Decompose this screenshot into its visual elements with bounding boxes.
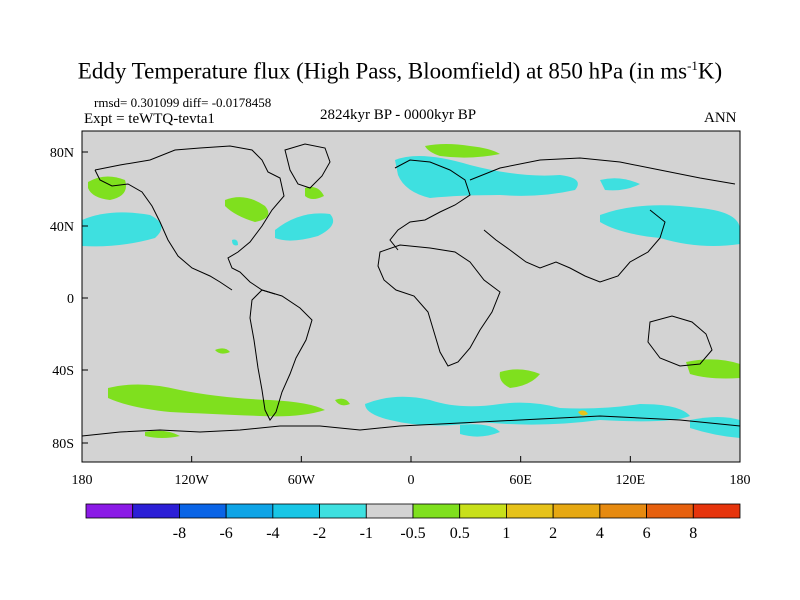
coast-antarctica bbox=[81, 415, 741, 437]
colorbar-label: -1 bbox=[360, 525, 373, 542]
colorbar-swatch bbox=[692, 503, 741, 519]
x-tick-label: 120E bbox=[616, 473, 646, 488]
y-tick-label: 80N bbox=[50, 146, 74, 161]
anomaly-north-atlantic bbox=[275, 213, 334, 241]
anomaly-antarctic-pacific bbox=[145, 430, 180, 438]
colorbar-label: -8 bbox=[173, 525, 186, 542]
title-superscript: -1 bbox=[687, 58, 698, 73]
anomaly-greenland-east bbox=[305, 187, 324, 199]
map-title: Eddy Temperature flux (High Pass, Bloomf… bbox=[0, 58, 800, 85]
y-tick-label: 40S bbox=[52, 364, 74, 379]
period-label: 2824kyr BP - 0000kyr BP bbox=[320, 107, 477, 123]
anomaly-siberia bbox=[600, 178, 640, 191]
x-tick-label: 180 bbox=[730, 473, 751, 488]
colorbar-label: 2 bbox=[549, 525, 557, 542]
colorbar-label: 1 bbox=[502, 525, 510, 542]
colorbar-label: -4 bbox=[266, 525, 279, 542]
coast-north-america-west bbox=[94, 169, 233, 291]
anomaly-southern-ocean bbox=[365, 396, 690, 426]
colorbar-label: 8 bbox=[689, 525, 697, 542]
colorbar-swatch bbox=[179, 503, 227, 519]
anomaly-alaska bbox=[88, 176, 126, 200]
colorbar-swatch bbox=[506, 503, 554, 519]
x-axis-ticks: 180 120W 60W 0 60E 120E 180 bbox=[72, 456, 751, 488]
colorbar-swatch bbox=[552, 503, 601, 519]
colorbar-swatch bbox=[365, 503, 414, 519]
anomaly-south-atlantic bbox=[499, 369, 540, 388]
anomaly-fills bbox=[82, 144, 740, 438]
coast-africa bbox=[377, 244, 501, 367]
x-tick-label: 0 bbox=[408, 473, 415, 488]
anomaly-pacific-spot bbox=[215, 348, 230, 354]
colorbar-swatch bbox=[646, 503, 694, 519]
anomaly-south-pacific bbox=[108, 384, 325, 417]
stats-label: rmsd= 0.301099 diff= -0.0178458 bbox=[94, 95, 272, 110]
y-tick-label: 40N bbox=[50, 220, 74, 235]
coast-greenland bbox=[284, 143, 331, 189]
anomaly-east-canada bbox=[225, 197, 269, 222]
x-tick-label: 60E bbox=[509, 473, 532, 488]
colorbar-label: -0.5 bbox=[400, 525, 425, 542]
coast-asia bbox=[469, 157, 736, 283]
colorbar-label: 4 bbox=[596, 525, 604, 542]
season-label: ANN bbox=[704, 110, 737, 126]
colorbar-label: 6 bbox=[643, 525, 651, 542]
coast-south-america bbox=[249, 289, 313, 421]
colorbar-swatch bbox=[272, 503, 320, 519]
colorbar-swatch bbox=[412, 503, 461, 519]
coast-europe bbox=[389, 159, 471, 251]
colorbar-label: 0.5 bbox=[450, 525, 470, 542]
anomaly-north-pacific-west bbox=[600, 205, 740, 246]
y-tick-label: 0 bbox=[67, 292, 74, 307]
coast-north-america bbox=[94, 145, 285, 295]
anomaly-gulf-spot bbox=[232, 239, 238, 246]
anomaly-antarctic-coast bbox=[460, 424, 500, 437]
experiment-label: Expt = teWTQ-tevta1 bbox=[84, 111, 215, 127]
anomaly-atlantic-spot bbox=[335, 398, 350, 406]
colorbar-swatch bbox=[225, 503, 274, 519]
colorbar-swatch bbox=[459, 503, 507, 519]
coastlines bbox=[81, 143, 741, 437]
colorbar-swatch bbox=[85, 503, 134, 519]
x-tick-label: 180 bbox=[72, 473, 93, 488]
title-main: Eddy Temperature flux (High Pass, Bloomf… bbox=[77, 58, 688, 84]
x-tick-label: 120W bbox=[175, 473, 210, 488]
colorbar-swatch bbox=[319, 503, 367, 519]
coast-australia bbox=[647, 315, 713, 367]
title-unit-end: K) bbox=[697, 58, 723, 84]
colorbar: -8 -6 -4 -2 -1 -0.5 0.5 1 2 4 6 8 bbox=[85, 503, 741, 542]
x-tick-label: 60W bbox=[288, 473, 316, 488]
anomaly-indian-spot bbox=[578, 410, 588, 416]
anomaly-arctic bbox=[425, 144, 500, 158]
colorbar-label: -6 bbox=[219, 525, 232, 542]
y-axis-ticks: 80N 40N 0 40S 80S bbox=[50, 146, 88, 452]
anomaly-north-pacific-east bbox=[82, 212, 162, 247]
colorbar-swatch bbox=[599, 503, 647, 519]
y-tick-label: 80S bbox=[52, 437, 74, 452]
colorbar-swatch bbox=[132, 503, 180, 519]
colorbar-label: -2 bbox=[313, 525, 326, 542]
